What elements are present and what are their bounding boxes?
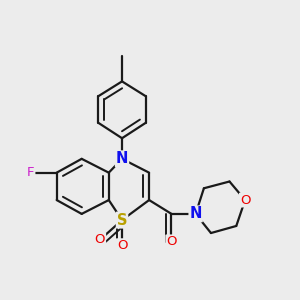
Text: O: O xyxy=(117,239,127,252)
Text: O: O xyxy=(95,233,105,246)
Text: S: S xyxy=(117,213,127,228)
Text: N: N xyxy=(190,206,202,221)
Text: O: O xyxy=(166,236,177,248)
Text: O: O xyxy=(240,194,250,207)
Text: F: F xyxy=(27,166,34,179)
Text: N: N xyxy=(116,151,128,166)
